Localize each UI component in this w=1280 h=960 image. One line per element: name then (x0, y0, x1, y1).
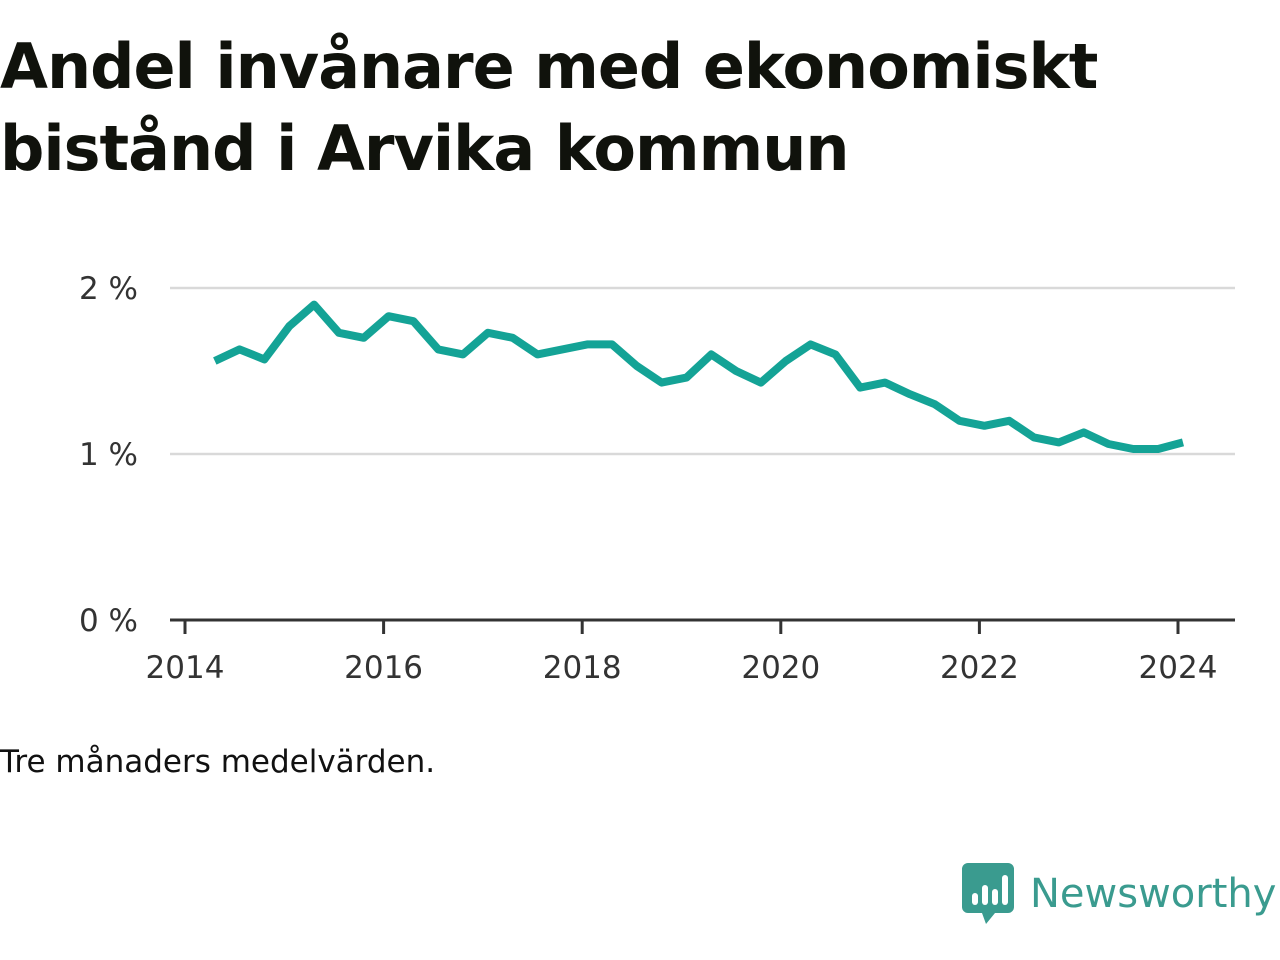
chart-title: Andel invånare med ekonomiskt bistånd i … (0, 30, 1098, 185)
y-tick-label: 2 % (79, 271, 138, 307)
brand-logo[interactable]: Newsworthy (962, 860, 1276, 928)
y-tick-label: 1 % (79, 437, 138, 473)
x-axis: 2014 2016 2018 2020 2022 2024 (146, 618, 1235, 686)
x-tick-label: 2020 (741, 650, 820, 686)
x-tick-label: 2016 (344, 650, 423, 686)
y-tick-label: 0 % (79, 603, 138, 639)
series-line (213, 300, 1185, 453)
x-tick-label: 2018 (543, 650, 622, 686)
x-tick-label: 2014 (146, 650, 225, 686)
brand-name: Newsworthy (1030, 871, 1277, 917)
y-axis-ticks: 0 % 1 % 2 % (79, 271, 138, 639)
newsworthy-logo-icon (962, 863, 1014, 924)
gridlines (170, 286, 1235, 456)
chart-note: Tre månaders medelvärden. (0, 744, 436, 780)
line-chart: 0 % 1 % 2 % 2014 2016 2018 2020 2022 2024 (79, 271, 1235, 686)
series-layer (213, 300, 1185, 453)
x-tick-label: 2022 (940, 650, 1019, 686)
chart-area: 0 % 1 % 2 % 2014 2016 2018 2020 2022 2024 (0, 250, 1280, 710)
x-tick-label: 2024 (1139, 650, 1218, 686)
